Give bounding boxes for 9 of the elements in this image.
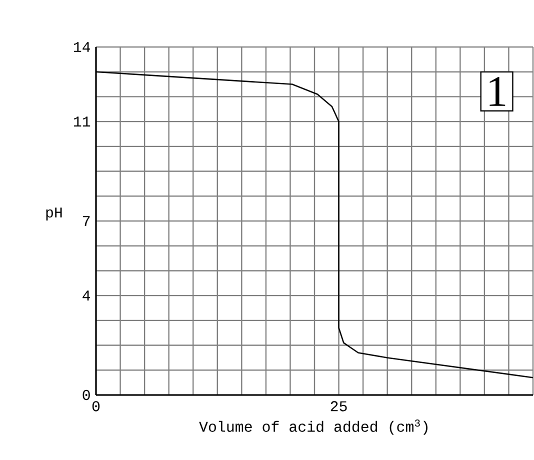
annotation: 1 <box>490 76 506 106</box>
x-tick-label: 25 <box>330 401 347 412</box>
y-tick-label: 7 <box>83 216 90 226</box>
y-axis-title: pH <box>46 208 62 220</box>
y-tick-label: 0 <box>82 390 90 400</box>
y-tick-label: 11 <box>74 116 90 126</box>
y-tick-label: 14 <box>74 42 90 52</box>
y-tick-label: 4 <box>82 290 90 300</box>
x-axis-title: Volume of acid added (cm$^{3}$) <box>199 419 428 435</box>
